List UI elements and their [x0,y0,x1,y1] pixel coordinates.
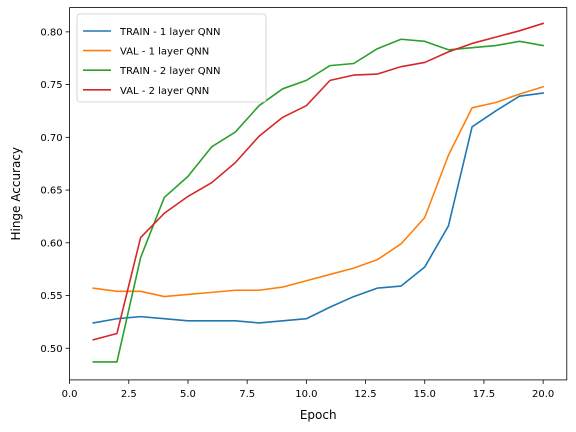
y-tick-label: 0.75 [40,80,62,91]
legend-label: TRAIN - 2 layer QNN [119,66,221,77]
x-axis: 0.0 2.5 5.0 7.5 10.0 12.5 15.0 17.5 20.0 [62,379,554,400]
x-tick-label: 15.0 [414,389,436,400]
legend-label: VAL - 1 layer QNN [120,47,209,58]
legend: TRAIN - 1 layer QNN VAL - 1 layer QNN TRAI… [76,13,267,103]
legend-label: TRAIN - 1 layer QNN [119,27,221,38]
y-tick-label: 0.55 [40,291,62,302]
y-axis: 0.50 0.55 0.60 0.65 0.70 0.75 0.80 [40,27,70,355]
x-tick-label: 7.5 [239,389,255,400]
x-tick-label: 20.0 [532,389,554,400]
series-line-3 [92,38,545,363]
x-tick-label: 0.0 [62,389,78,400]
y-tick-label: 0.65 [40,186,62,197]
x-tick-label: 12.5 [354,389,376,400]
legend-box [76,13,267,103]
plot-frame [69,7,568,381]
y-tick-label: 0.50 [40,344,62,355]
series-line-1 [92,92,545,324]
x-tick-label: 5.0 [180,389,196,400]
y-tick-label: 0.80 [40,27,62,38]
legend-label: VAL - 2 layer QNN [120,86,209,97]
plot-lines [92,22,545,363]
y-tick-label: 0.60 [40,238,62,249]
x-tick-label: 17.5 [473,389,495,400]
x-tick-label: 2.5 [121,389,137,400]
series-line-4 [92,22,545,341]
x-axis-label: Epoch [300,408,337,422]
x-tick-label: 10.0 [295,389,317,400]
series-line-2 [92,85,545,298]
y-axis-label: Hinge Accuracy [9,147,23,241]
y-tick-label: 0.70 [40,133,62,144]
